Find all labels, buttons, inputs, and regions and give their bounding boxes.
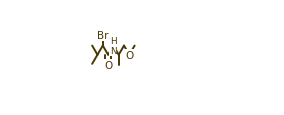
Text: H
N: H N	[110, 37, 117, 56]
Text: Br: Br	[97, 31, 108, 41]
Text: O: O	[125, 50, 133, 60]
Text: O: O	[104, 61, 112, 71]
